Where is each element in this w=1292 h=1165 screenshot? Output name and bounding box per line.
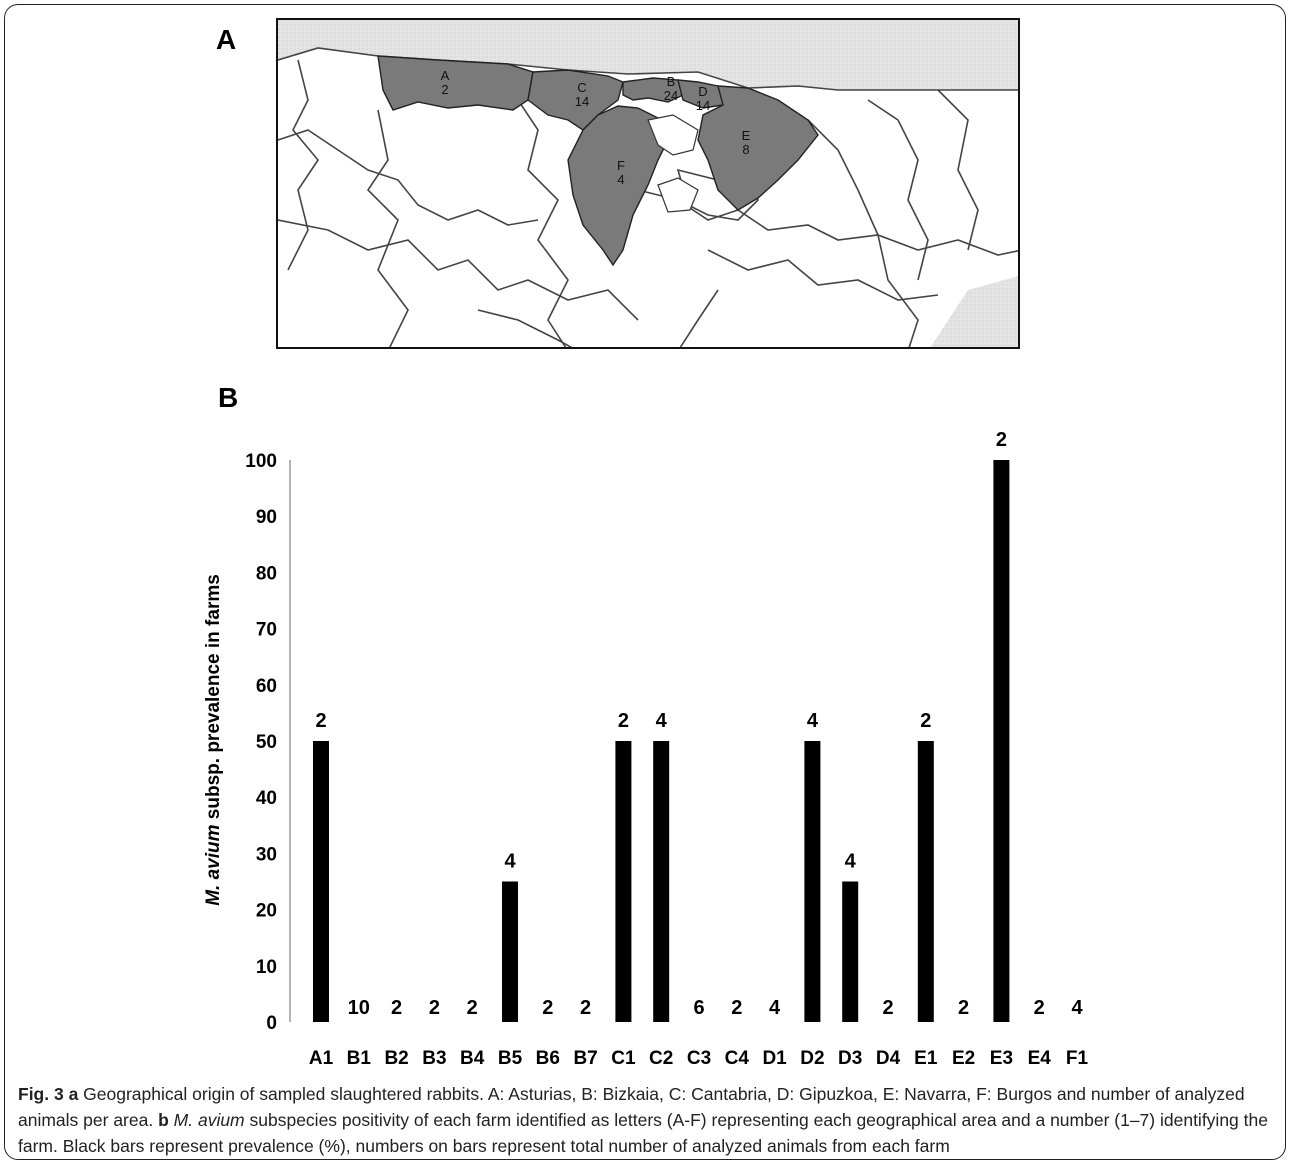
map-label-a-letter: A	[441, 68, 450, 83]
caption-b-species: M. avium	[173, 1110, 245, 1130]
map-label-b-count: 24	[664, 88, 678, 103]
bar-D3	[842, 881, 859, 1022]
y-tick-label: 80	[256, 563, 277, 584]
bar-label-B6: 2	[542, 997, 553, 1019]
caption-a-text: Geographical origin of sampled slaughter…	[18, 1084, 1245, 1130]
x-tick-label-D4: D4	[876, 1048, 901, 1069]
y-tick-label: 20	[256, 901, 277, 922]
bar-label-D2: 4	[807, 710, 819, 732]
bar-C2	[653, 741, 670, 1022]
figure-caption: Fig. 3 a Geographical origin of sampled …	[18, 1081, 1268, 1159]
bar-label-B5: 4	[504, 851, 516, 873]
x-tick-label-D1: D1	[762, 1048, 787, 1069]
bar-label-C1: 2	[618, 710, 629, 732]
y-tick-label: 0	[266, 1013, 277, 1034]
x-tick-label-C1: C1	[611, 1048, 636, 1069]
bar-label-B4: 2	[467, 997, 478, 1019]
panel-b-label: B	[218, 382, 239, 413]
y-axis-label: M. avium subsp. prevalence in farms	[203, 574, 224, 906]
bar-A1	[313, 741, 329, 1022]
bar-E1	[917, 741, 934, 1022]
bar-label-E4: 2	[1034, 997, 1045, 1019]
sea-area	[278, 20, 1018, 347]
bar-label-E1: 2	[920, 710, 931, 732]
y-tick-label: 30	[256, 844, 277, 865]
map-label-c-count: 14	[575, 94, 589, 109]
bar-label-F1: 4	[1071, 997, 1083, 1019]
bar-label-B3: 2	[429, 997, 440, 1019]
x-tick-label-E4: E4	[1028, 1048, 1052, 1069]
y-tick-label: 50	[256, 732, 277, 753]
bar-label-B1: 10	[348, 997, 370, 1019]
map-label-d-count: 14	[696, 98, 710, 113]
x-tick-label-C2: C2	[649, 1048, 673, 1069]
x-tick-label-B3: B3	[422, 1048, 446, 1069]
bar-label-D1: 4	[769, 997, 781, 1019]
region-map: A 2 C 14 B 24 D 14 E 8 F 4	[276, 18, 1020, 349]
x-tick-label-B6: B6	[536, 1048, 560, 1069]
x-tick-label-B2: B2	[384, 1048, 408, 1069]
bar-E3	[993, 460, 1010, 1022]
map-label-f-letter: F	[617, 158, 625, 173]
y-tick-label: 60	[256, 676, 277, 697]
bar-label-C4: 2	[731, 997, 742, 1019]
caption-b-text: subspecies positivity of each farm ident…	[18, 1110, 1268, 1156]
bar-label-E3: 2	[996, 429, 1007, 451]
x-tick-label-A1: A1	[309, 1048, 334, 1069]
caption-b-marker: b	[158, 1110, 169, 1130]
x-tick-label-B5: B5	[498, 1048, 523, 1069]
x-tick-label-C4: C4	[725, 1048, 750, 1069]
caption-a-marker: a	[68, 1084, 79, 1104]
y-tick-label: 70	[256, 620, 277, 641]
shaded-regions	[377, 55, 819, 267]
bar-label-E2: 2	[958, 997, 969, 1019]
bar-D2	[804, 741, 821, 1022]
panel-a-label: A	[216, 24, 237, 55]
map-label-e-count: 8	[742, 142, 749, 157]
x-tick-label-E2: E2	[952, 1048, 975, 1069]
bar-label-D3: 4	[845, 851, 857, 873]
bar-label-B7: 2	[580, 997, 591, 1019]
inner-unshaded	[647, 114, 699, 213]
x-tick-label-E3: E3	[990, 1048, 1013, 1069]
x-tick-label-D2: D2	[800, 1048, 824, 1069]
x-tick-label-E1: E1	[914, 1048, 938, 1069]
bar-label-A1: 2	[315, 710, 326, 732]
x-tick-label-D3: D3	[838, 1048, 862, 1069]
bar-label-C3: 6	[693, 997, 704, 1019]
y-tick-label: 100	[245, 451, 277, 472]
x-tick-label-B1: B1	[347, 1048, 372, 1069]
bar-B5	[502, 881, 518, 1022]
land-borders	[278, 47, 1018, 347]
x-tick-label-C3: C3	[687, 1048, 711, 1069]
y-tick-label: 40	[256, 788, 277, 809]
bar-label-B2: 2	[391, 997, 402, 1019]
map-label-f-count: 4	[617, 172, 624, 187]
map-label-b-letter: B	[667, 74, 676, 89]
bar-chart: 0 10 20 30 40 50 60 70 80 90 100 2 10 2 2 2 4 2 2 2 4 6 2 4 4 4 2…	[203, 429, 1089, 1069]
x-tick-label-F1: F1	[1066, 1048, 1089, 1069]
map-label-c-letter: C	[577, 80, 586, 95]
figure-frame	[4, 4, 1286, 1160]
bar-label-D4: 2	[882, 997, 893, 1019]
caption-fig-number: Fig. 3	[18, 1084, 64, 1104]
map-label-e-letter: E	[742, 128, 751, 143]
map-label-a-count: 2	[441, 82, 448, 97]
map-label-d-letter: D	[698, 84, 707, 99]
bar-C1	[615, 741, 632, 1022]
y-tick-label: 10	[256, 957, 277, 978]
y-tick-label: 90	[256, 507, 277, 528]
x-tick-label-B7: B7	[573, 1048, 597, 1069]
bar-label-C2: 4	[656, 710, 668, 732]
x-tick-label-B4: B4	[460, 1048, 485, 1069]
